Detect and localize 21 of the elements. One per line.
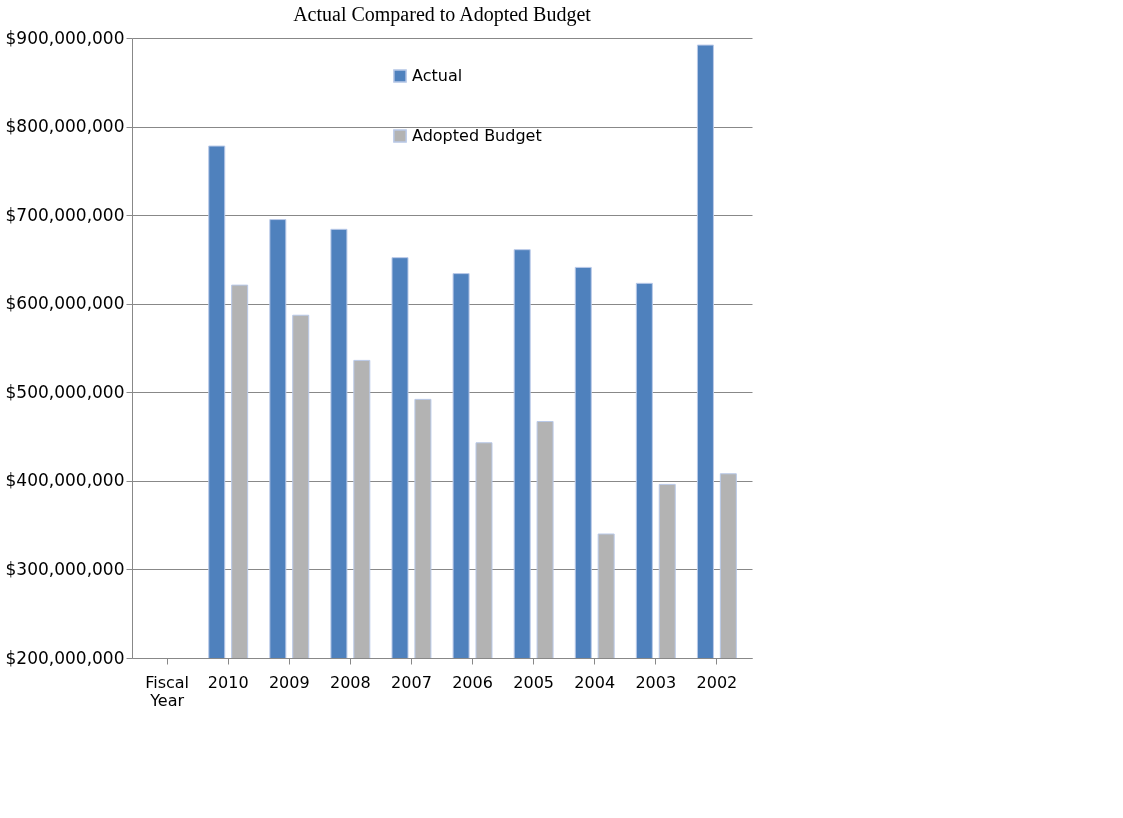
x-tick-label: Fiscal Year [145, 672, 190, 710]
x-tick-label: 2005 [513, 672, 554, 692]
chart-title: Actual Compared to Adopted Budget [293, 3, 592, 26]
x-tick-label: 2004 [574, 672, 616, 692]
x-tick-label: 2003 [635, 672, 677, 692]
x-tick-label: 2008 [330, 672, 371, 692]
x-tick-label: 2006 [452, 672, 493, 692]
y-tick-label: $600,000,000 [5, 293, 125, 314]
x-tick-label: 2007 [391, 672, 432, 692]
x-tick-label: 2002 [696, 672, 738, 692]
y-tick-label: $700,000,000 [5, 204, 125, 225]
y-tick-label: $900,000,000 [5, 27, 125, 48]
y-tick-label: $400,000,000 [5, 470, 125, 491]
legend-label: Actual [412, 66, 463, 85]
x-tick-label: 2009 [268, 672, 310, 692]
y-tick-label: $300,000,000 [5, 558, 125, 579]
y-tick-label: $500,000,000 [5, 381, 125, 402]
y-tick-label: $800,000,000 [5, 116, 125, 137]
x-tick-label: 2010 [207, 672, 249, 692]
y-tick-label: $200,000,000 [5, 647, 125, 668]
legend-label: Adopted Budget [412, 126, 542, 145]
